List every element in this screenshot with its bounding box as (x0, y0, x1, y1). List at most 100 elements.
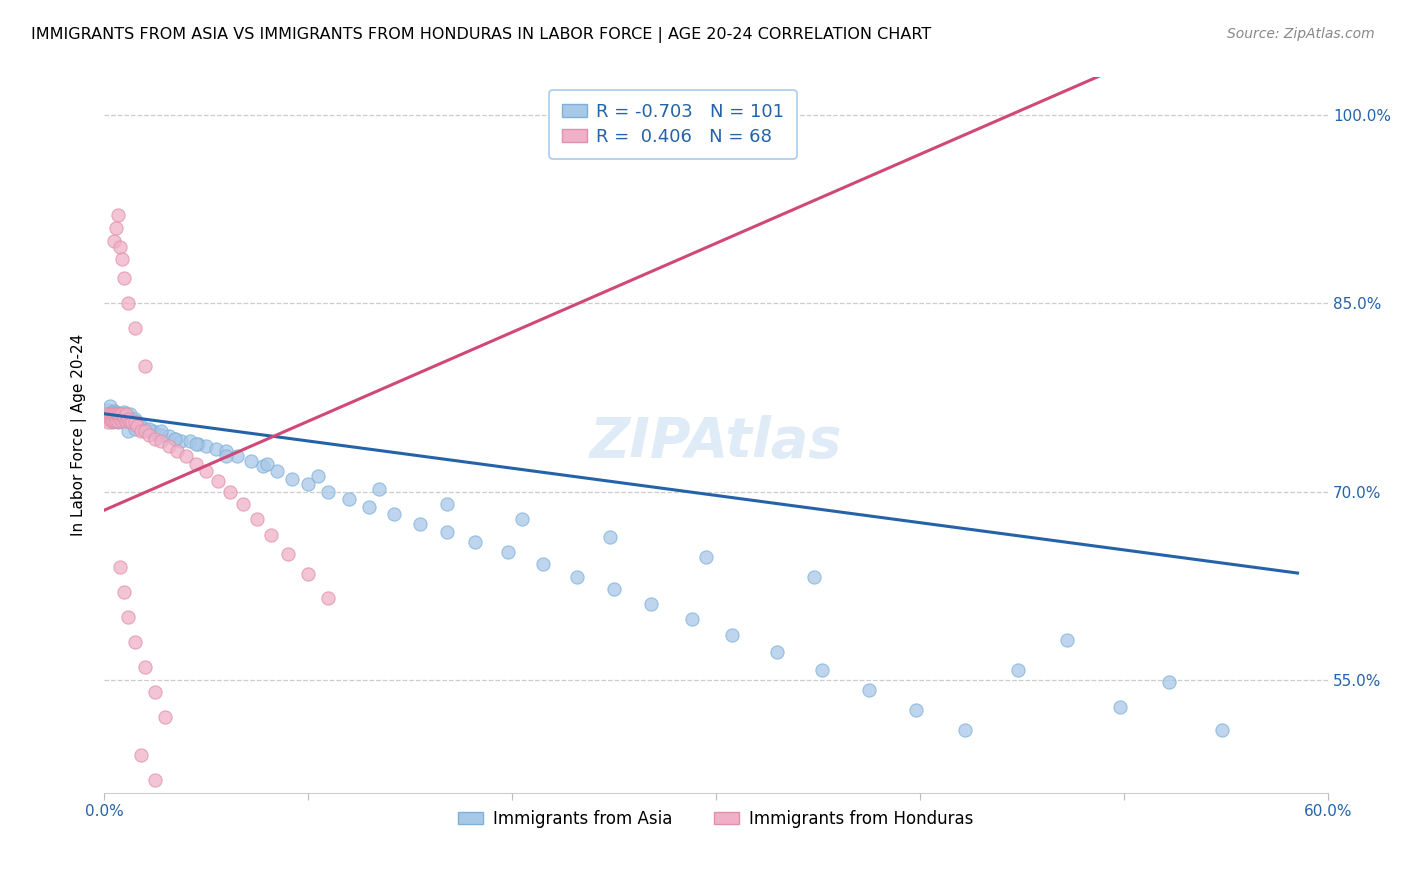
Point (165, 432, 187, 446)
Point (101, 416, 124, 430)
Point (103, 414, 125, 428)
Point (124, 411, 146, 425)
Point (170, 434, 193, 449)
Point (97, 403, 120, 417)
Point (120, 407, 142, 421)
Point (143, 685, 166, 699)
Point (105, 405, 128, 419)
Point (101, 405, 124, 419)
Point (101, 414, 124, 428)
Point (98, 399, 121, 413)
Point (94, 411, 117, 425)
Point (150, 428, 173, 442)
Point (260, 528, 283, 542)
Point (256, 457, 278, 471)
Point (219, 484, 242, 499)
Point (194, 465, 217, 479)
Point (129, 425, 152, 439)
Point (124, 416, 146, 430)
Point (165, 432, 187, 446)
Point (107, 411, 129, 425)
Point (101, 409, 124, 424)
Point (105, 409, 128, 424)
Point (1007, 663, 1029, 677)
Point (121, 416, 143, 430)
Point (138, 425, 160, 439)
Point (107, 407, 129, 421)
Point (110, 413, 132, 427)
Point (103, 409, 125, 424)
Point (194, 439, 217, 453)
Point (101, 411, 124, 425)
Point (142, 425, 165, 439)
Point (115, 407, 138, 421)
Point (368, 482, 391, 496)
Point (125, 419, 148, 434)
Point (101, 407, 124, 421)
Point (110, 408, 132, 422)
Point (111, 407, 134, 421)
Point (110, 407, 132, 421)
Point (157, 439, 180, 453)
Point (318, 591, 340, 606)
Point (105, 413, 128, 427)
Point (811, 663, 834, 677)
Point (409, 517, 432, 532)
Point (105, 414, 128, 428)
Point (1211, 723, 1233, 737)
Point (766, 645, 789, 659)
Point (239, 454, 262, 468)
Point (117, 610, 139, 624)
Point (105, 407, 128, 421)
Point (157, 429, 180, 443)
Point (337, 491, 360, 506)
Point (695, 549, 717, 564)
Point (112, 409, 135, 424)
Point (129, 419, 152, 434)
Point (134, 660, 156, 674)
Point (205, 442, 228, 456)
Point (138, 422, 160, 436)
Point (179, 434, 201, 449)
Point (117, 425, 139, 439)
Point (105, 407, 128, 421)
Point (129, 747, 152, 762)
Point (110, 240, 132, 254)
Point (143, 773, 166, 788)
Point (112, 413, 135, 427)
Point (134, 422, 156, 436)
Point (953, 723, 976, 737)
Point (207, 475, 229, 489)
Point (121, 416, 143, 430)
Point (187, 437, 209, 451)
Point (134, 359, 156, 373)
Point (225, 450, 247, 464)
Point (107, 209, 129, 223)
Point (277, 547, 299, 561)
Point (359, 500, 381, 514)
Point (94, 407, 117, 421)
Point (1056, 632, 1078, 647)
Point (112, 405, 135, 419)
Point (232, 497, 254, 511)
Point (94, 407, 117, 421)
Text: IMMIGRANTS FROM ASIA VS IMMIGRANTS FROM HONDURAS IN LABOR FORCE | AGE 20-24 CORR: IMMIGRANTS FROM ASIA VS IMMIGRANTS FROM … (31, 27, 931, 43)
Point (115, 414, 138, 428)
Point (110, 414, 132, 428)
Point (110, 411, 132, 425)
Point (107, 416, 129, 430)
Point (150, 434, 173, 449)
Point (640, 598, 662, 612)
Point (603, 582, 626, 597)
Point (166, 444, 188, 458)
Point (111, 252, 134, 267)
Point (97, 416, 120, 430)
Point (318, 484, 340, 499)
Point (117, 414, 139, 428)
Point (215, 444, 238, 458)
Point (115, 407, 138, 421)
Point (128, 419, 150, 434)
Point (125, 416, 148, 430)
Point (184, 457, 207, 471)
Point (103, 407, 125, 421)
